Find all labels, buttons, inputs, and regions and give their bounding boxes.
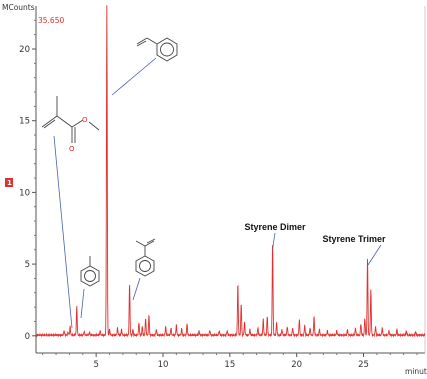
x-tick-label: 20 xyxy=(291,360,302,370)
methyl-methacrylate-structure-icon xyxy=(41,96,100,143)
chromatogram-trace xyxy=(35,5,426,338)
y-tick-label: 5 xyxy=(25,260,30,270)
alpha-methylstyrene-structure-icon xyxy=(135,238,156,277)
ester-oxygen-label: O xyxy=(82,116,88,124)
y-axis-unit-label: MCounts xyxy=(2,3,35,12)
y-tick-label: 0 xyxy=(25,332,30,342)
x-tick-label: 25 xyxy=(358,360,369,370)
structure-connectors xyxy=(53,57,157,329)
trace-marker-label: 1 xyxy=(7,179,12,187)
x-axis-unit-label: minutes xyxy=(405,367,427,376)
y-tick-label: 15 xyxy=(19,117,30,127)
carbonyl-oxygen-label: O xyxy=(69,145,75,153)
peak-annotation-connector xyxy=(272,232,276,249)
x-tick-label: 15 xyxy=(224,360,235,370)
annotation-layer: Styrene Dimer Styrene Trimer xyxy=(244,222,386,266)
peak-annotation-label: Styrene Dimer xyxy=(244,222,306,232)
trace-marker-box[interactable] xyxy=(5,178,13,187)
peak-annotation-label: Styrene Trimer xyxy=(322,234,386,244)
axis-ticks: 0 5 10 15 20 5 10 15 20 25 xyxy=(19,19,418,370)
styrene-structure-icon xyxy=(136,37,178,62)
toluene-structure-icon xyxy=(80,256,100,287)
peak-annotation-connector xyxy=(367,244,382,266)
y-tick-label: 20 xyxy=(19,45,30,55)
x-tick-label: 5 xyxy=(93,360,98,370)
max-intensity-label: 35.650 xyxy=(38,16,64,25)
trace-layer xyxy=(35,5,426,338)
x-tick-label: 10 xyxy=(158,360,169,370)
y-tick-label: 10 xyxy=(19,188,30,198)
